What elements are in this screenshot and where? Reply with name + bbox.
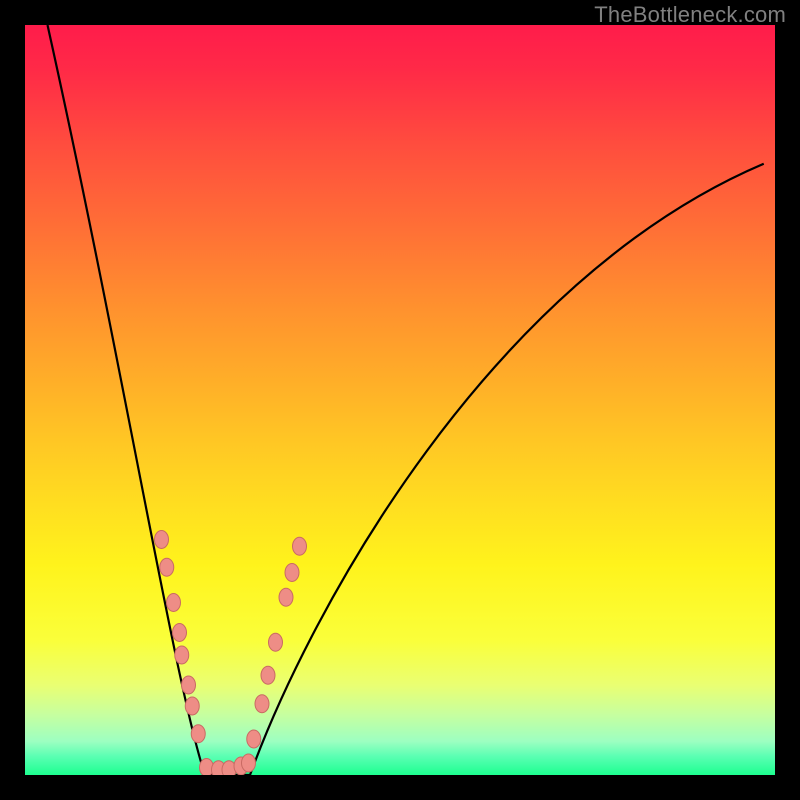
marker-left — [167, 594, 181, 612]
marker-right — [293, 537, 307, 555]
marker-left — [160, 558, 174, 576]
marker-left — [185, 697, 199, 715]
marker-right — [269, 633, 283, 651]
marker-right — [261, 666, 275, 684]
stage: TheBottleneck.com — [0, 0, 800, 800]
bottleneck-chart — [0, 0, 800, 800]
marker-right — [255, 695, 269, 713]
frame-bottom — [0, 775, 800, 800]
marker-left — [182, 676, 196, 694]
marker-right — [285, 564, 299, 582]
marker-left — [155, 531, 169, 549]
marker-right — [247, 730, 261, 748]
frame-right — [775, 0, 800, 800]
marker-left — [191, 725, 205, 743]
frame-left — [0, 0, 25, 800]
watermark-text: TheBottleneck.com — [594, 2, 786, 28]
marker-left — [175, 646, 189, 664]
marker-bottom — [242, 754, 256, 772]
marker-left — [173, 624, 187, 642]
marker-right — [279, 588, 293, 606]
plot-background — [25, 25, 775, 775]
